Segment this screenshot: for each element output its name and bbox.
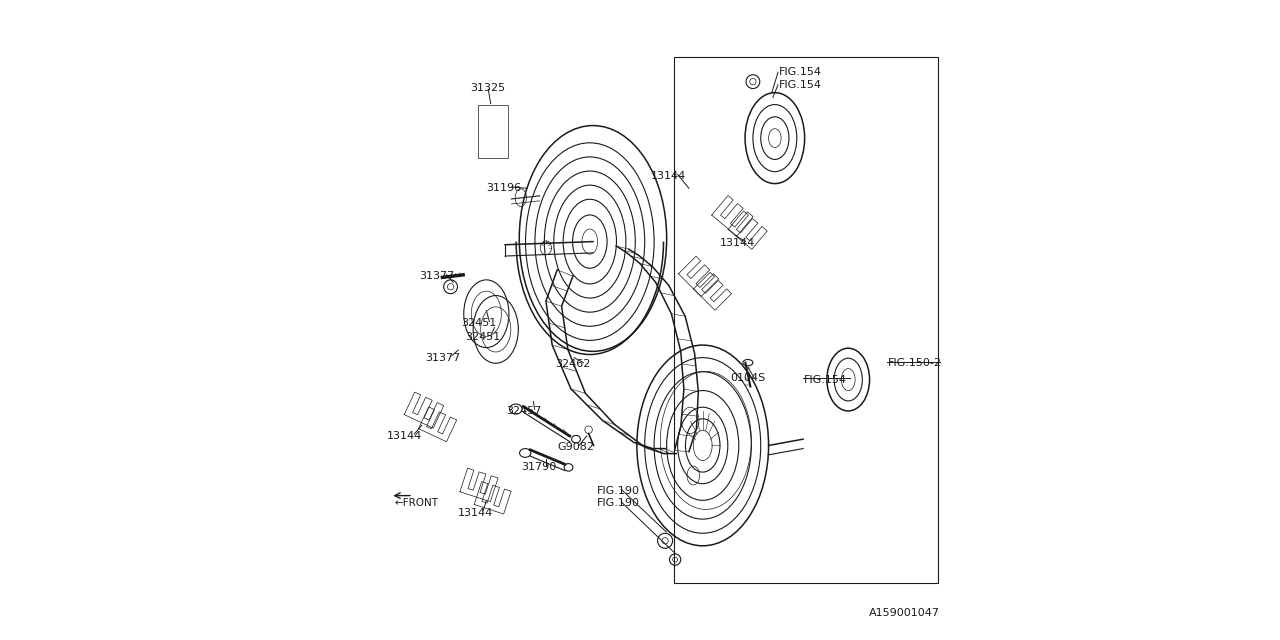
Text: 31196: 31196 <box>486 183 521 193</box>
Text: ←FRONT: ←FRONT <box>394 498 438 508</box>
Text: 32451: 32451 <box>461 318 497 328</box>
Text: FIG.154: FIG.154 <box>804 374 847 385</box>
Text: 32457: 32457 <box>506 406 541 416</box>
Text: A159001047: A159001047 <box>869 608 940 618</box>
Text: 13144: 13144 <box>458 508 493 518</box>
Bar <box>675 56 938 584</box>
Text: FIG.154: FIG.154 <box>780 67 822 77</box>
Text: 0104S: 0104S <box>731 372 765 383</box>
Text: 13144: 13144 <box>388 431 422 441</box>
Text: 31790: 31790 <box>521 462 556 472</box>
Text: 32451: 32451 <box>466 332 500 342</box>
Text: FIG.190: FIG.190 <box>598 498 640 508</box>
Text: FIG.154: FIG.154 <box>780 80 822 90</box>
Text: 32462: 32462 <box>556 359 590 369</box>
Text: G9082: G9082 <box>557 442 594 452</box>
Text: 13144: 13144 <box>652 171 686 180</box>
Text: 31377: 31377 <box>425 353 461 363</box>
Text: 31377: 31377 <box>420 271 454 281</box>
Text: 13144: 13144 <box>721 238 755 248</box>
Text: FIG.190: FIG.190 <box>598 486 640 495</box>
Text: FIG.150-2: FIG.150-2 <box>888 358 942 367</box>
Text: 31325: 31325 <box>471 83 506 93</box>
Bar <box>479 105 508 158</box>
